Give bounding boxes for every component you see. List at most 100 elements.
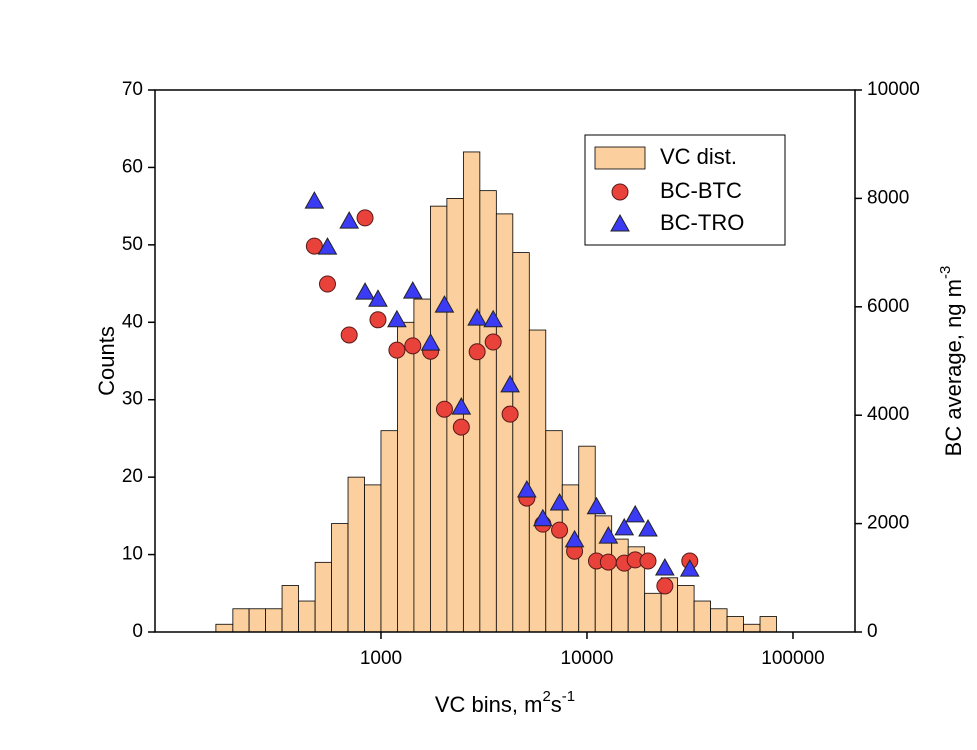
histogram-bar: [726, 616, 744, 633]
scatter-point: [611, 183, 629, 201]
histogram-bar: [644, 592, 662, 633]
y2-tick-label: 2000: [867, 513, 909, 534]
y-tick-label: 70: [122, 79, 143, 100]
x-label-part: VC bins, m: [435, 692, 543, 717]
scatter-triangle: [420, 333, 441, 351]
x-label-sup: 2: [542, 688, 550, 705]
scatter-point: [340, 326, 358, 344]
y2-tick-label: 6000: [867, 296, 909, 317]
scatter-triangle: [368, 289, 388, 307]
scatter-triangle: [564, 529, 585, 548]
scatter-point: [468, 343, 486, 361]
histogram-bar: [710, 608, 728, 633]
scatter-triangle: [304, 191, 325, 209]
histogram-bar: [479, 190, 497, 633]
y2-label-part: BC average, ng m: [941, 279, 966, 456]
scatter-point: [484, 333, 502, 351]
histogram-bar: [265, 608, 283, 633]
histogram-bar: [298, 600, 316, 633]
x-label-part: s: [551, 692, 562, 717]
scatter-triangle: [610, 213, 630, 232]
histogram-bar: [495, 213, 514, 633]
y-tick-label: 0: [132, 621, 143, 642]
scatter-triangle: [679, 559, 700, 577]
scatter-point: [435, 400, 453, 418]
y2-axis-label: BC average, ng m-3: [937, 266, 966, 457]
scatter-point: [599, 553, 617, 571]
scatter-triangle: [549, 492, 570, 511]
histogram-bar: [578, 445, 596, 633]
scatter-triangle: [387, 309, 407, 328]
legend-label: BC-TRO: [660, 210, 744, 235]
histogram-bar: [281, 585, 299, 633]
scatter-point: [656, 577, 674, 595]
y2-tick-label: 4000: [867, 404, 909, 425]
scatter-triangle: [434, 295, 455, 313]
histogram-bar: [314, 561, 332, 633]
scatter-triangle: [614, 517, 635, 536]
scatter-point: [305, 237, 323, 255]
scatter-point: [369, 311, 387, 329]
histogram-bar: [677, 585, 695, 633]
plot-frame: [154, 89, 856, 633]
y-tick-label: 50: [122, 234, 143, 255]
histogram-bar: [693, 600, 711, 633]
scatter-triangle: [638, 519, 658, 537]
scatter-triangle: [625, 504, 646, 523]
scatter-triangle: [355, 282, 375, 300]
legend-label: VC dist.: [660, 144, 737, 169]
y2-tick-label: 8000: [867, 187, 909, 208]
scatter-triangle: [483, 309, 504, 328]
scatter-point: [452, 418, 470, 436]
legend-label: BC-BTC: [660, 178, 742, 203]
y-tick-label: 20: [122, 466, 143, 487]
scatter-point: [501, 405, 519, 423]
scatter-point: [551, 521, 569, 539]
scatter-triangle: [402, 281, 423, 299]
legend-swatch: [594, 146, 646, 170]
histogram-bar: [248, 608, 266, 633]
scatter-triangle: [516, 479, 537, 498]
histogram-bar: [512, 252, 530, 633]
x-tick-label: 100000: [761, 648, 824, 669]
histogram-bar: [347, 476, 365, 633]
scatter-triangle: [339, 211, 360, 229]
y2-tick-label: 10000: [867, 79, 920, 100]
histogram-bar: [430, 205, 448, 633]
histogram-bar: [215, 623, 234, 633]
histogram-bar: [528, 329, 547, 633]
y2-label-sup: -3: [937, 266, 954, 279]
histogram-bar: [397, 321, 415, 633]
scatter-triangle: [467, 308, 488, 326]
histogram-bar: [759, 616, 777, 633]
x-tick-label: 1000: [360, 648, 402, 669]
scatter-point: [388, 341, 406, 359]
histogram-bar: [232, 608, 250, 633]
histogram-bar: [462, 151, 481, 633]
y-tick-label: 40: [122, 311, 143, 332]
scatter-triangle: [317, 237, 338, 255]
scatter-triangle: [586, 496, 607, 515]
scatter-triangle: [451, 397, 472, 415]
scatter-triangle: [598, 526, 619, 544]
histogram-bar: [331, 523, 349, 633]
y-tick-label: 60: [122, 156, 143, 177]
histogram-bar: [611, 538, 629, 633]
y-tick-label: 10: [122, 544, 143, 565]
scatter-point: [404, 337, 422, 355]
scatter-point: [639, 552, 657, 570]
scatter-triangle: [500, 374, 520, 393]
scatter-point: [318, 275, 336, 293]
histogram-bar: [743, 623, 761, 633]
x-axis-label: VC bins, m2s-1: [435, 688, 575, 717]
scatter-triangle: [532, 508, 553, 527]
scatter-triangle: [655, 558, 675, 576]
y-tick-label: 30: [122, 389, 143, 410]
histogram-bar: [380, 430, 398, 633]
scatter-point: [356, 209, 374, 227]
histogram-bar: [364, 484, 382, 633]
x-label-sup: -1: [562, 688, 575, 705]
y2-tick-label: 0: [867, 621, 878, 642]
x-tick-label: 10000: [561, 648, 614, 669]
